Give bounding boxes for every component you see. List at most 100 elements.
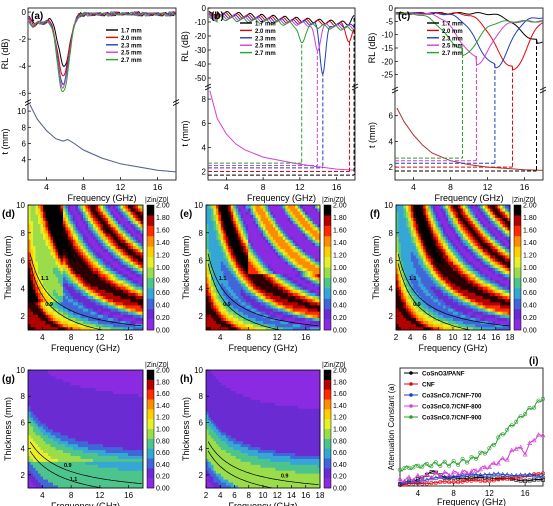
heatmap-cell (208, 283, 212, 287)
heatmap-cell (78, 301, 81, 306)
heatmap-cell (63, 298, 66, 303)
heatmap-cell (33, 239, 36, 243)
heatmap-cell (455, 301, 459, 306)
heatmap-cell (430, 226, 434, 231)
heatmap-cell (208, 305, 212, 309)
heatmap-cell (208, 226, 212, 231)
heatmap-cell (272, 267, 276, 272)
heatmap-cell (215, 270, 219, 275)
heatmap-cell (415, 233, 419, 237)
heatmap-cell (213, 326, 217, 331)
heatmap-cell (43, 280, 46, 284)
heatmap-cell (272, 270, 276, 275)
heatmap-cell (60, 326, 64, 331)
heatmap-cell (300, 267, 304, 272)
heatmap-cell (233, 261, 237, 265)
heatmap-cell (206, 280, 209, 284)
heatmap-cell (80, 242, 84, 247)
heatmap-cell (287, 226, 291, 231)
heatmap-cell (58, 261, 61, 265)
heatmap-cell (433, 286, 437, 290)
heatmap-cell (425, 239, 429, 243)
heatmap-cell (135, 283, 139, 287)
heatmap-cell (260, 273, 264, 278)
heatmap-cell (300, 220, 304, 225)
heatmap-cell (38, 248, 41, 253)
heatmap-cell (220, 326, 224, 331)
heatmap-cell (428, 314, 432, 318)
heatmap-cell (70, 255, 74, 259)
heatmap-cell (295, 314, 299, 318)
heatmap-cell (396, 305, 399, 309)
heatmap-cell (135, 267, 139, 272)
heatmap-cell (35, 248, 39, 253)
heatmap-cell (223, 255, 227, 259)
heatmap-cell (138, 251, 141, 256)
heatmap-cell (75, 264, 79, 268)
heatmap-cell (430, 217, 434, 222)
heatmap-cell (65, 251, 69, 256)
heatmap-cell (302, 208, 306, 212)
colorbar-swatch (324, 288, 331, 300)
heatmap-cell (223, 283, 227, 287)
heatmap-cell (302, 301, 306, 306)
heatmap-cell (275, 236, 279, 240)
heatmap-cell (238, 255, 242, 259)
heatmap-cell (128, 220, 131, 225)
heatmap-cell (423, 242, 427, 247)
heatmap-cell (68, 205, 71, 209)
heatmap-cell (103, 317, 106, 322)
heatmap-cell (430, 308, 434, 312)
heatmap-cell (53, 305, 56, 309)
heatmap-cell (48, 323, 51, 328)
heatmap-cell (396, 233, 399, 237)
heatmap-cell (120, 248, 124, 253)
heatmap-cell (307, 267, 311, 272)
heatmap-cell (220, 226, 224, 231)
heatmap-cell (235, 270, 239, 275)
heatmap-cell (78, 295, 81, 300)
heatmap-cell (93, 211, 96, 215)
heatmap-cell (120, 308, 124, 312)
heatmap-cell (307, 270, 311, 275)
heatmap-cell (118, 320, 121, 325)
heatmap-cell (310, 233, 313, 237)
heatmap-cell (113, 264, 116, 268)
heatmap-cell (317, 311, 321, 315)
heatmap-cell (73, 305, 76, 309)
heatmap-cell (455, 220, 459, 225)
heatmap-cell (220, 323, 224, 328)
heatmap-cell (108, 217, 111, 222)
heatmap-cell (140, 255, 144, 259)
heatmap-cell (396, 264, 399, 268)
heatmap-cell (108, 323, 111, 328)
heatmap-cell (297, 289, 301, 293)
heatmap-cell (295, 317, 299, 322)
colorbar-tick-label: 0.80 (333, 278, 347, 285)
heatmap-cell (258, 317, 261, 322)
heatmap-cell (282, 239, 286, 243)
heatmap-cell (75, 323, 79, 328)
panels-layer: 0-2-4-6RL (dB)1.7 mm2.0 mm2.3 mm2.5 mm2.… (0, 4, 547, 506)
heatmap-cell (405, 230, 409, 234)
heatmap-cell (123, 220, 126, 225)
heatmap-cell (206, 295, 209, 300)
heatmap-cell (235, 276, 239, 281)
heatmap-cell (245, 264, 249, 268)
heatmap-cell (405, 270, 409, 275)
contour-label: 1.1 (219, 276, 227, 282)
heatmap-cell (28, 264, 31, 268)
heatmap-cell (415, 314, 419, 318)
heatmap-cell (138, 267, 141, 272)
heatmap-cell (140, 270, 144, 275)
heatmap-cell (315, 220, 318, 225)
heatmap-cell (423, 264, 427, 268)
heatmap-cell (438, 323, 442, 328)
heatmap-cell (267, 280, 271, 284)
heatmap-cell (123, 258, 126, 262)
heatmap-cell (310, 298, 313, 303)
heatmap-cell (233, 301, 237, 306)
heatmap-cell (35, 320, 39, 325)
heatmap-cell (80, 211, 84, 215)
heatmap-cell (73, 311, 76, 315)
